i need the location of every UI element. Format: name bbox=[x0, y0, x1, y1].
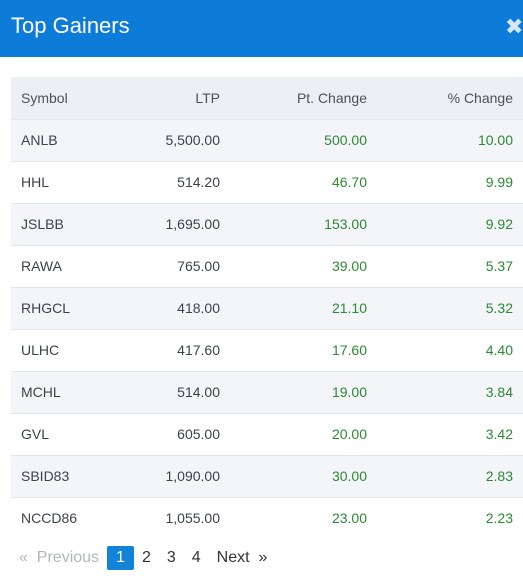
cell-ltp: 1,695.00 bbox=[131, 202, 230, 245]
previous-label: Previous bbox=[36, 549, 100, 566]
cell-ltp: 5,500.00 bbox=[131, 118, 230, 161]
table-row[interactable]: RAWA 765.00 39.00 5.37 bbox=[11, 244, 523, 287]
cell-symbol: GVL bbox=[11, 412, 131, 455]
table-row[interactable]: MCHL 514.00 19.00 3.84 bbox=[11, 370, 523, 413]
cell-pt-change: 30.00 bbox=[230, 454, 377, 497]
cell-pct-change: 3.42 bbox=[377, 412, 523, 455]
next-button[interactable]: Next » bbox=[209, 546, 276, 570]
cell-pct-change: 5.37 bbox=[377, 244, 523, 287]
cell-pct-change: 9.99 bbox=[377, 160, 523, 203]
cell-symbol: MCHL bbox=[11, 370, 131, 413]
page-4-button[interactable]: 4 bbox=[191, 549, 201, 566]
table-row[interactable]: NCCD86 1,055.00 23.00 2.23 bbox=[11, 496, 523, 539]
pagination: « Previous 1 2 3 4 Next » bbox=[11, 545, 275, 571]
cell-pct-change: 2.83 bbox=[377, 454, 523, 497]
cell-pt-change: 153.00 bbox=[230, 202, 377, 245]
cell-pt-change: 17.60 bbox=[230, 328, 377, 371]
table-row[interactable]: GVL 605.00 20.00 3.42 bbox=[11, 412, 523, 455]
cell-pt-change: 20.00 bbox=[230, 412, 377, 455]
page-1-button[interactable]: 1 bbox=[107, 546, 134, 570]
cell-ltp: 418.00 bbox=[131, 286, 230, 329]
cell-pt-change: 46.70 bbox=[230, 160, 377, 203]
cell-symbol: ANLB bbox=[11, 118, 131, 161]
cell-pct-change: 5.32 bbox=[377, 286, 523, 329]
cell-symbol: JSLBB bbox=[11, 202, 131, 245]
cell-symbol: NCCD86 bbox=[11, 496, 131, 539]
table-row[interactable]: HHL 514.20 46.70 9.99 bbox=[11, 160, 523, 203]
cell-pt-change: 500.00 bbox=[230, 118, 377, 161]
cell-pt-change: 39.00 bbox=[230, 244, 377, 287]
table-row[interactable]: SBID83 1,090.00 30.00 2.83 bbox=[11, 454, 523, 497]
table-row[interactable]: RHGCL 418.00 21.10 5.32 bbox=[11, 286, 523, 329]
prev-arrow-icon: « bbox=[19, 549, 28, 566]
cell-pct-change: 10.00 bbox=[377, 118, 523, 161]
previous-button[interactable]: « Previous bbox=[11, 546, 107, 570]
cell-ltp: 514.00 bbox=[131, 370, 230, 413]
cell-pct-change: 9.92 bbox=[377, 202, 523, 245]
next-arrow-icon: » bbox=[258, 549, 268, 566]
column-header-ltp: LTP bbox=[131, 77, 230, 119]
next-label: Next bbox=[216, 549, 250, 566]
cell-ltp: 514.20 bbox=[131, 160, 230, 203]
cell-pct-change: 4.40 bbox=[377, 328, 523, 371]
cell-pt-change: 21.10 bbox=[230, 286, 377, 329]
column-header-pt-change: Pt. Change bbox=[230, 77, 377, 119]
cell-symbol: HHL bbox=[11, 160, 131, 203]
modal-title: Top Gainers bbox=[11, 13, 130, 38]
close-icon[interactable]: ✖ bbox=[505, 14, 523, 39]
cell-ltp: 1,090.00 bbox=[131, 454, 230, 497]
column-header-pct-change: % Change bbox=[377, 77, 523, 119]
table-header-row: Symbol LTP Pt. Change % Change bbox=[11, 77, 523, 119]
cell-ltp: 605.00 bbox=[131, 412, 230, 455]
cell-symbol: ULHC bbox=[11, 328, 131, 371]
gainers-table: Symbol LTP Pt. Change % Change ANLB 5,500… bbox=[11, 77, 523, 539]
cell-symbol: SBID83 bbox=[11, 454, 131, 497]
modal-header: Top Gainers ✖ bbox=[0, 0, 523, 57]
table-row[interactable]: JSLBB 1,695.00 153.00 9.92 bbox=[11, 202, 523, 245]
table-row[interactable]: ANLB 5,500.00 500.00 10.00 bbox=[11, 118, 523, 161]
page-3-button[interactable]: 3 bbox=[166, 549, 176, 566]
cell-symbol: RHGCL bbox=[11, 286, 131, 329]
cell-symbol: RAWA bbox=[11, 244, 131, 287]
cell-pct-change: 2.23 bbox=[377, 496, 523, 539]
cell-pt-change: 19.00 bbox=[230, 370, 377, 413]
column-header-symbol: Symbol bbox=[11, 77, 131, 119]
cell-ltp: 765.00 bbox=[131, 244, 230, 287]
cell-pt-change: 23.00 bbox=[230, 496, 377, 539]
table-row[interactable]: ULHC 417.60 17.60 4.40 bbox=[11, 328, 523, 371]
cell-ltp: 417.60 bbox=[131, 328, 230, 371]
cell-pct-change: 3.84 bbox=[377, 370, 523, 413]
cell-ltp: 1,055.00 bbox=[131, 496, 230, 539]
page-2-button[interactable]: 2 bbox=[141, 549, 151, 566]
